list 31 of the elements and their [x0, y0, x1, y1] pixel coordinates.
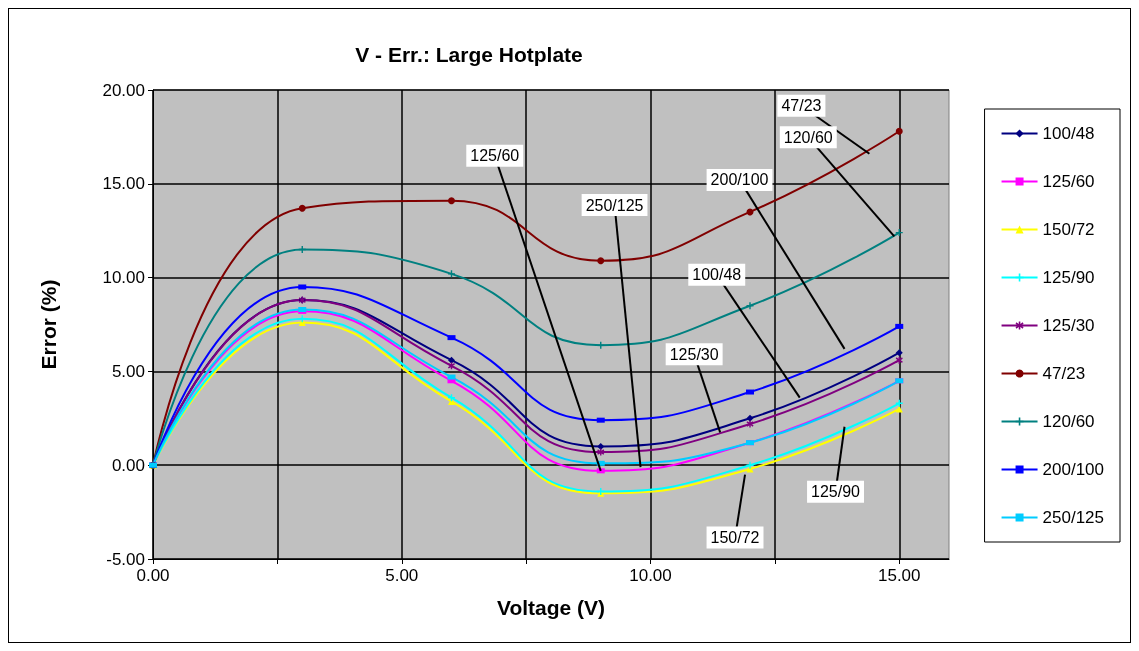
- y-tick-label: -5.00: [106, 549, 145, 569]
- annotation: 120/60: [783, 128, 833, 146]
- legend-label: 100/48: [1042, 124, 1095, 143]
- legend-label: 125/30: [1042, 316, 1095, 335]
- annotation: 125/60: [470, 147, 520, 165]
- y-tick-label: 0.00: [111, 455, 145, 475]
- annotation: 125/90: [811, 483, 861, 501]
- annotation: 125/30: [669, 345, 719, 363]
- y-tick-label: 15.00: [102, 174, 145, 194]
- x-tick-label: 0.00: [136, 566, 170, 585]
- legend-label: 250/125: [1042, 508, 1104, 527]
- annotation: 100/48: [692, 266, 742, 284]
- y-tick-label: 20.00: [102, 80, 145, 100]
- legend-label: 200/100: [1042, 460, 1104, 479]
- x-axis-title: Voltage (V): [496, 596, 606, 619]
- legend-label: 150/72: [1042, 220, 1095, 239]
- legend-label: 125/90: [1042, 268, 1095, 287]
- chart-title: V - Err.: Large Hotplate: [355, 43, 583, 66]
- annotation: 250/125: [585, 196, 644, 214]
- x-tick-label: 15.00: [877, 566, 921, 585]
- y-tick-label: 10.00: [102, 268, 145, 288]
- x-tick-label: 10.00: [629, 566, 672, 585]
- legend-label: 120/60: [1042, 412, 1095, 431]
- legend-label: 125/60: [1042, 172, 1095, 191]
- y-axis-title: Error (%): [37, 279, 60, 370]
- annotation: 200/100: [710, 171, 769, 189]
- annotation: 150/72: [710, 529, 760, 547]
- x-tick-label: 5.00: [385, 566, 419, 585]
- legend-label: 47/23: [1042, 364, 1086, 383]
- annotation: 47/23: [781, 97, 822, 115]
- y-tick-label: 5.00: [111, 361, 145, 381]
